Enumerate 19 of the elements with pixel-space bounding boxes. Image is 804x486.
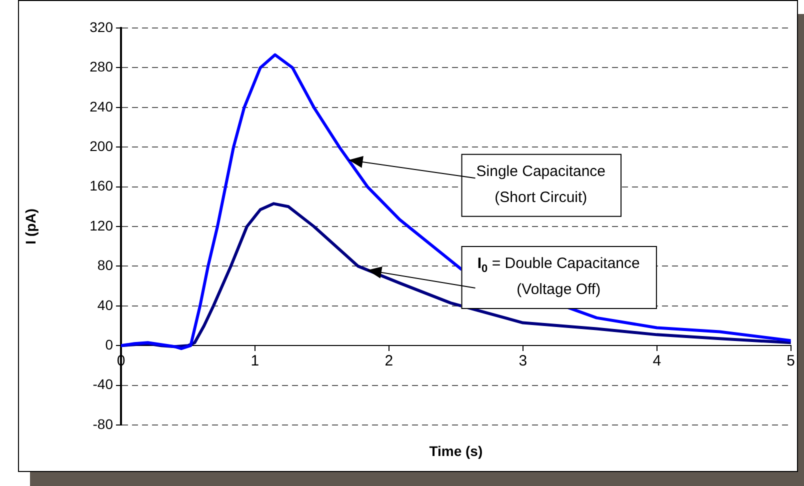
y-tick-label: 200 [90, 138, 114, 154]
y-tick-label: 240 [90, 98, 114, 114]
y-axis-title: I (pA) [22, 208, 38, 244]
y-tick-label: 40 [97, 296, 114, 313]
annotation: Single Capacitance (Short Circuit) [476, 162, 606, 206]
y-tick-label: 320 [90, 18, 114, 35]
y-tick-label: 80 [97, 257, 114, 274]
y-tick-label: 120 [90, 217, 114, 234]
y-tick-label: -40 [92, 376, 114, 392]
x-axis-title: Time (s) [429, 442, 483, 459]
y-tick-label: 0 [105, 336, 114, 352]
x-tick-label: 5 [786, 352, 795, 370]
y-tick-label: -80 [92, 416, 114, 432]
x-tick-label: 2 [384, 352, 394, 370]
x-tick-label: 1 [250, 352, 260, 370]
x-tick-label: 4 [652, 352, 662, 370]
y-tick-label: 280 [90, 58, 114, 75]
x-tick-label: 3 [518, 352, 528, 370]
y-tick-label: 160 [90, 178, 114, 194]
